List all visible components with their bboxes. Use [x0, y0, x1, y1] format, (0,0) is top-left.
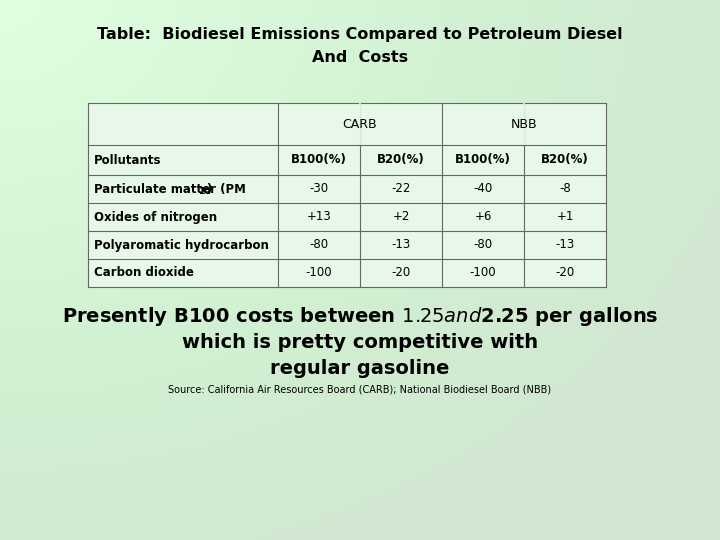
Text: B20(%): B20(%)	[377, 153, 425, 166]
Text: -40: -40	[473, 183, 492, 195]
Text: -20: -20	[392, 267, 410, 280]
Text: Source: California Air Resources Board (CARB); National Biodiesel Board (NBB): Source: California Air Resources Board (…	[168, 384, 552, 394]
Text: Oxides of nitrogen: Oxides of nitrogen	[94, 211, 217, 224]
Text: +1: +1	[557, 211, 574, 224]
Text: regular gasoline: regular gasoline	[270, 360, 450, 379]
Text: -22: -22	[391, 183, 410, 195]
Text: 10: 10	[198, 187, 210, 197]
Text: -80: -80	[474, 239, 492, 252]
Text: ): )	[206, 183, 211, 195]
Text: NBB: NBB	[510, 118, 537, 131]
Text: Pollutants: Pollutants	[94, 153, 161, 166]
Text: CARB: CARB	[343, 118, 377, 131]
Text: And  Costs: And Costs	[312, 51, 408, 65]
Text: -13: -13	[555, 239, 575, 252]
Text: +6: +6	[474, 211, 492, 224]
Text: -100: -100	[469, 267, 496, 280]
Text: which is pretty competitive with: which is pretty competitive with	[182, 334, 538, 353]
Text: -8: -8	[559, 183, 571, 195]
Text: Polyaromatic hydrocarbon: Polyaromatic hydrocarbon	[94, 239, 269, 252]
Text: B20(%): B20(%)	[541, 153, 589, 166]
Text: Presently B100 costs between $1.25 and $2.25 per gallons: Presently B100 costs between $1.25 and $…	[62, 306, 658, 328]
Text: +2: +2	[392, 211, 410, 224]
Bar	[88, 103, 606, 287]
Text: -30: -30	[310, 183, 328, 195]
Text: B100(%): B100(%)	[455, 153, 511, 166]
Text: -13: -13	[392, 239, 410, 252]
Text: -80: -80	[310, 239, 328, 252]
Text: B100(%): B100(%)	[291, 153, 347, 166]
Text: Particulate matter (PM: Particulate matter (PM	[94, 183, 246, 195]
Text: -100: -100	[306, 267, 333, 280]
Text: -20: -20	[555, 267, 575, 280]
Text: +13: +13	[307, 211, 331, 224]
Text: Carbon dioxide: Carbon dioxide	[94, 267, 194, 280]
Text: Table:  Biodiesel Emissions Compared to Petroleum Diesel: Table: Biodiesel Emissions Compared to P…	[97, 28, 623, 43]
